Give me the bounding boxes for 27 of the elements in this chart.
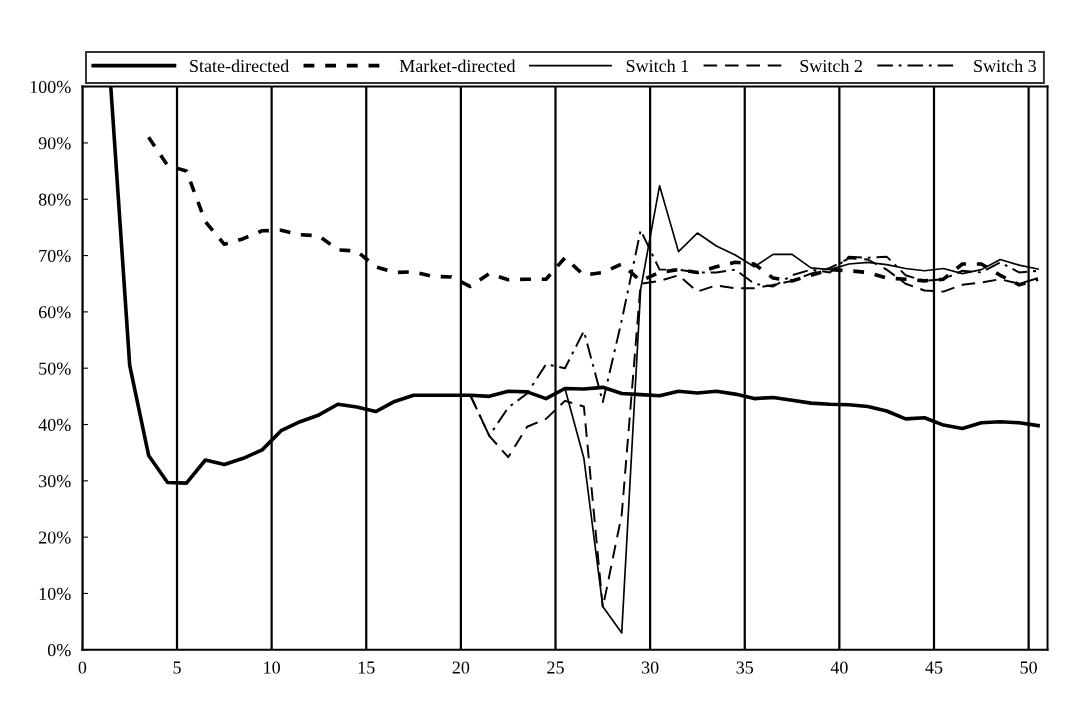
x-tick-label: 20 xyxy=(452,661,470,674)
legend-label: Switch 3 xyxy=(974,59,1036,73)
x-tick-label: 10 xyxy=(264,661,280,674)
x-tick-label: 40 xyxy=(830,661,848,674)
x-tick-label: 35 xyxy=(736,661,754,674)
legend-label: Market-directed xyxy=(399,59,516,73)
y-tick-label: 40% xyxy=(38,418,71,432)
x-tick-label: 15 xyxy=(358,661,375,674)
y-tick-label: 70% xyxy=(39,249,71,263)
y-tick-label: 30% xyxy=(39,475,71,488)
y-tick-label: 50% xyxy=(39,362,71,375)
legend-label: Switch 2 xyxy=(800,59,862,73)
x-tick-label: 5 xyxy=(173,661,181,674)
x-tick-label: 45 xyxy=(925,661,943,674)
legend-label: State-directed xyxy=(190,59,289,73)
x-tick-label: 50 xyxy=(1020,661,1037,674)
x-tick-label: 0 xyxy=(78,661,87,674)
y-tick-label: 0% xyxy=(47,644,71,657)
y-tick-label: 100% xyxy=(30,80,71,94)
x-tick-label: 30 xyxy=(641,661,659,674)
y-tick-label: 90% xyxy=(38,137,71,150)
y-tick-label: 20% xyxy=(38,531,71,544)
y-tick-label: 10% xyxy=(39,587,71,600)
y-tick-label: 60% xyxy=(38,306,71,319)
y-tick-label: 80% xyxy=(38,193,71,206)
legend-label: Switch 1 xyxy=(626,59,689,73)
x-tick-label: 25 xyxy=(547,661,564,674)
